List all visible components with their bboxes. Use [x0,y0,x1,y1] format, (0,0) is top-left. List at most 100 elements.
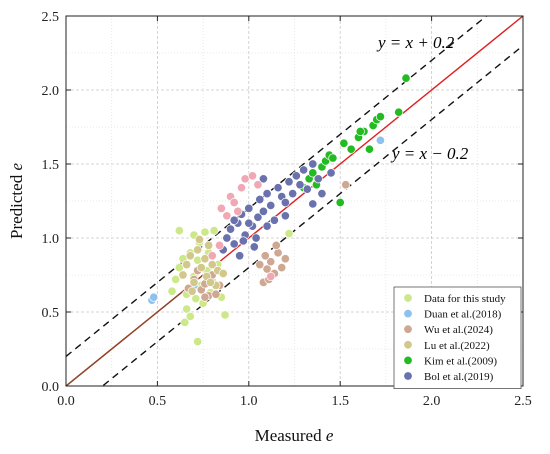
data-point [235,251,245,261]
upper-bound-line [66,16,488,357]
data-point [266,200,276,210]
data-point [394,107,404,117]
data-point [375,112,385,122]
data-point [341,180,351,190]
data-point [180,317,190,327]
x-tick-label: 2.0 [423,394,441,409]
data-point [216,203,226,213]
data-point [207,260,217,270]
y-axis-title: Predicted e [7,163,26,239]
legend-marker [403,340,413,350]
data-point [229,239,239,249]
data-point [238,236,248,246]
data-point [229,197,239,208]
legend-label: Lu et al.(2022) [424,340,490,352]
data-point [273,248,283,258]
data-point [326,168,336,178]
data-point [182,260,192,270]
data-point [255,260,265,270]
data-point [253,212,263,222]
data-point [249,242,259,252]
data-point [280,254,290,264]
data-point [266,271,276,282]
data-point [167,286,177,296]
data-point [178,270,188,280]
legend-marker [403,355,413,365]
data-point [284,229,294,239]
legend-label: Bol et al.(2019) [424,371,494,383]
data-point [260,251,270,261]
data-point [244,218,254,228]
data-point [335,197,345,208]
data-point [375,135,385,145]
x-tick-label: 0.0 [57,394,75,409]
data-point [308,199,318,209]
data-points [147,73,411,347]
y-tick-label: 2.5 [42,10,60,25]
y-tick-label: 0.0 [42,380,60,395]
data-point [271,240,281,250]
data-point [251,233,261,243]
legend-label: Data for this study [424,293,506,305]
data-point [280,197,290,208]
legend-label: Wu et al.(2024) [424,324,493,336]
y-tick-label: 1.5 [42,158,60,173]
data-point [204,240,214,250]
data-point [191,294,201,304]
data-point [149,292,159,302]
legend-marker [403,324,413,334]
data-point [295,180,305,190]
data-point [182,304,192,314]
upper-equation-label: y = x + 0.2 [376,33,455,52]
data-point [364,144,374,154]
data-point [185,251,195,261]
data-point [262,221,272,231]
data-point [266,257,276,267]
data-point [233,206,243,216]
data-point [299,165,309,175]
data-point [280,211,290,221]
data-point [255,194,265,205]
lower-equation-label: y = x − 0.2 [390,144,469,163]
data-point [205,277,215,287]
data-point [317,189,327,199]
data-point [308,168,318,178]
data-point [273,183,283,193]
data-point [346,144,356,154]
data-point [262,189,272,199]
x-tick-label: 0.5 [149,394,167,409]
legend-box [393,286,522,389]
data-point [225,224,236,234]
x-tick-label: 1.5 [331,394,349,409]
data-point [218,268,228,279]
data-point [244,203,254,213]
data-point [189,277,199,287]
data-point [269,215,279,225]
data-point [277,263,287,273]
data-point [215,240,225,250]
plot-frame [65,15,524,387]
data-point [222,211,232,221]
lower-bound-line [101,45,523,386]
data-point [291,171,301,181]
data-point [200,227,210,237]
legend-marker [403,293,413,303]
axis-ticks: 0.0 0.5 1.0 1.5 2.0 2.5 0.0 0.5 1.0 1.5 2.0 2.5 [42,10,532,409]
legend-marker [403,309,413,319]
legend-marker [403,371,413,381]
x-tick-label: 2.5 [514,394,532,409]
data-point [258,174,268,184]
data-point [258,206,268,216]
data-point [302,184,312,194]
data-point [401,73,411,83]
data-point [236,183,247,193]
y-tick-label: 0.5 [42,306,60,321]
data-point [253,180,263,190]
data-point [193,245,203,255]
legend: Data for this study Duan et al.(2018) Wu e… [393,286,522,389]
y-tick-label: 1.0 [42,232,60,247]
data-point [171,274,181,284]
data-point [262,264,272,274]
equation-labels: y = x + 0.2 y = x − 0.2 [376,33,469,163]
